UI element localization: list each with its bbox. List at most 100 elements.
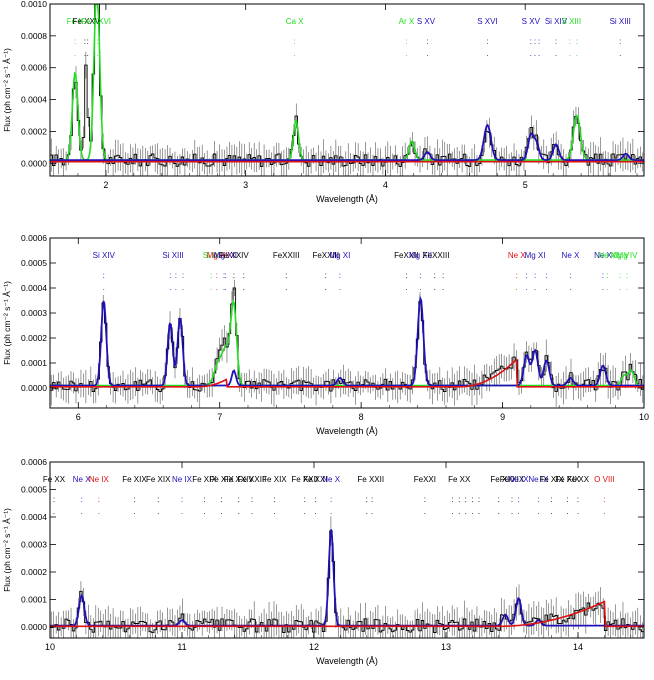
line-id-marker: .	[537, 507, 539, 516]
line-id-marker: .	[626, 283, 628, 292]
x-tick-label: 10	[45, 642, 55, 652]
line-id-label: Ne IX	[89, 475, 110, 484]
line-id-marker: .	[87, 49, 89, 58]
line-id-marker: :	[405, 37, 407, 46]
y-tick-label: 0.0002	[21, 126, 47, 136]
line-id-marker: .	[96, 49, 98, 58]
model-curve-blue	[50, 123, 644, 161]
line-id-label: Mg V	[611, 251, 630, 260]
line-id-marker: :	[451, 495, 453, 504]
line-id-marker: :	[330, 495, 332, 504]
y-tick-label: 0.0002	[21, 333, 47, 343]
y-axis-label: Flux (ph cm⁻² s⁻¹ Å⁻¹)	[2, 48, 12, 132]
line-id-label: Fe XXIV	[219, 251, 249, 260]
x-axis-label: Wavelength (Å)	[316, 656, 378, 666]
line-id-marker: :	[619, 37, 621, 46]
line-id-marker: :	[84, 37, 86, 46]
line-id-marker: .	[530, 49, 532, 58]
line-id-marker: .	[314, 507, 316, 516]
y-tick-label: 0.0010	[21, 0, 47, 9]
line-id-marker: .	[223, 283, 225, 292]
line-id-label: Fe XIX	[122, 475, 147, 484]
line-id-marker: .	[486, 49, 488, 58]
model-curve-green	[50, 4, 644, 161]
line-id-marker: :	[366, 495, 368, 504]
line-id-label: Mg XI	[525, 251, 546, 260]
line-id-marker: .	[577, 507, 579, 516]
y-tick-label: 0.0004	[21, 512, 47, 522]
line-id-marker: :	[223, 271, 225, 280]
line-id-label: Fe XXI	[303, 475, 327, 484]
plot-frame	[49, 3, 645, 177]
line-id-label: Mg XI	[329, 251, 350, 260]
line-id-marker: .	[74, 49, 76, 58]
y-tick-label: 0.0005	[21, 258, 47, 268]
line-id-marker: :	[537, 495, 539, 504]
line-id-label: Mg XII	[214, 251, 237, 260]
line-id-label: S XV	[417, 17, 436, 26]
y-tick-label: 0.0002	[21, 567, 47, 577]
y-tick-label: 0.0008	[21, 31, 47, 41]
plot-area	[50, 516, 644, 638]
line-id-marker: :	[566, 495, 568, 504]
x-tick-label: 3	[243, 180, 248, 190]
plot-frame	[49, 461, 645, 639]
line-id-label: Ne IX	[528, 475, 549, 484]
line-id-marker: :	[534, 37, 536, 46]
line-id-label: Fe XX	[43, 475, 66, 484]
y-axis-label: Flux (ph cm⁻² s⁻¹ Å⁻¹)	[2, 508, 12, 592]
line-id-label: Fe XIX	[146, 475, 171, 484]
line-id-label: FeXXIII	[273, 251, 300, 260]
line-id-marker: .	[511, 507, 513, 516]
plot-area	[50, 279, 644, 408]
line-id-marker: .	[424, 507, 426, 516]
line-id-marker: :	[550, 495, 552, 504]
model-curve-green	[50, 299, 644, 387]
line-id-marker: :	[216, 271, 218, 280]
line-id-marker: .	[169, 283, 171, 292]
line-id-label: Ne IX	[509, 475, 530, 484]
line-id-marker: :	[434, 271, 436, 280]
line-id-label: Fe XXII	[357, 475, 384, 484]
x-tick-label: 9	[500, 412, 505, 422]
x-tick-label: 14	[573, 642, 583, 652]
line-id-marker: .	[220, 507, 222, 516]
model-curve-red	[50, 600, 644, 628]
line-id-marker: :	[181, 495, 183, 504]
line-id-marker: :	[293, 37, 295, 46]
line-id-marker: .	[371, 507, 373, 516]
line-id-marker: :	[96, 37, 98, 46]
line-id-label: FeXXII	[394, 251, 418, 260]
line-id-label: Fe XXII	[291, 475, 318, 484]
line-id-label: Si XIV	[93, 251, 116, 260]
line-id-marker: .	[516, 283, 518, 292]
x-tick-label: 5	[523, 180, 528, 190]
line-id-marker: .	[471, 507, 473, 516]
line-id-marker: :	[314, 495, 316, 504]
line-id-marker: .	[534, 283, 536, 292]
line-id-marker: :	[220, 495, 222, 504]
line-id-label: Ne X	[562, 251, 580, 260]
line-id-marker: :	[555, 37, 557, 46]
line-id-marker: .	[181, 507, 183, 516]
line-id-marker: :	[569, 271, 571, 280]
error-bars	[50, 279, 644, 408]
line-id-marker: .	[103, 283, 105, 292]
line-id-marker: :	[545, 271, 547, 280]
line-id-label: Fe K	[67, 17, 85, 26]
line-id-label: FeXXIII	[423, 251, 450, 260]
line-id-marker: .	[233, 283, 235, 292]
x-tick-label: 13	[441, 642, 451, 652]
line-id-marker: .	[619, 283, 621, 292]
x-tick-label: 10	[639, 412, 649, 422]
line-id-marker: :	[486, 37, 488, 46]
line-id-marker: :	[517, 495, 519, 504]
line-id-label: Ca X	[286, 17, 304, 26]
line-id-marker: .	[243, 283, 245, 292]
line-id-marker: :	[233, 271, 235, 280]
plot-area	[50, 4, 644, 176]
line-id-marker: .	[442, 283, 444, 292]
line-id-marker: .	[538, 49, 540, 58]
line-id-marker: .	[451, 507, 453, 516]
x-tick-label: 6	[76, 412, 81, 422]
